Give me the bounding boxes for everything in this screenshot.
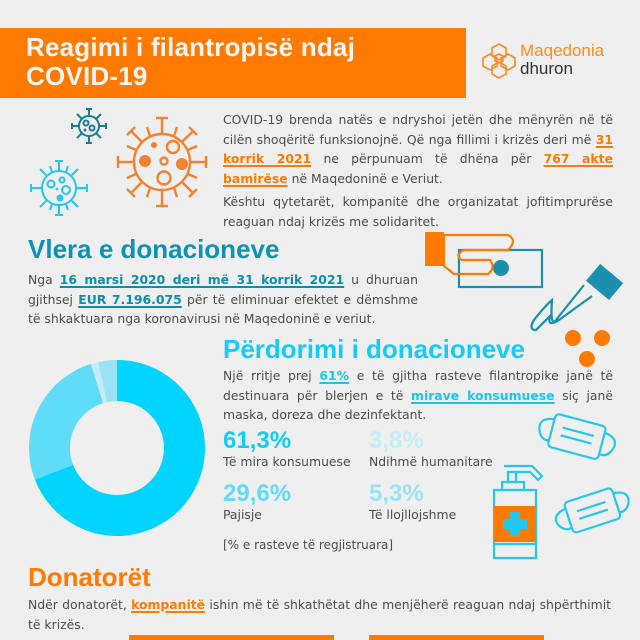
bottom-orange-block-1 [129, 635, 334, 640]
hand-sanitizer-icon [492, 464, 544, 560]
stat-humanitarian: 3,8% Ndihmë humanitare [369, 428, 493, 470]
page-title: Reagimi i filantropisë ndaj COVID-19 [26, 33, 456, 91]
title-line-1: Reagimi i filantropisë ndaj [26, 32, 356, 62]
section-heading-perdorimi: Përdorimi i donacioneve [223, 334, 525, 364]
section-heading-vlera: Vlera e donacioneve [28, 234, 280, 264]
stat-label: Të llojllojshme [369, 507, 457, 522]
intro-paragraph-2: Kështu qytetarët, kompanitë dhe organiza… [223, 194, 613, 229]
stat-value: 61,3% [223, 427, 292, 454]
hexagon-logo-icon [482, 43, 516, 79]
chart-slice-consumables [34, 359, 206, 536]
intro-text: COVID-19 brenda natës e ndryshoi jetën d… [223, 112, 613, 147]
section-heading-donatoret: Donatorët [28, 562, 151, 592]
virus-large-orange-icon [116, 116, 208, 208]
donatoret-paragraph: Ndër donatorët, kompanitë ishin më të sh… [28, 595, 611, 634]
highlight-acts-count: 767 akte bamirëse [223, 151, 613, 186]
logo-text-dhuron: dhuron [520, 59, 573, 78]
vlera-text: u dhuruan gjithsej [28, 272, 418, 307]
chart-slice-equipment [29, 363, 104, 480]
vlera-text: për të eliminuar efektet e dëmshme të sh… [28, 291, 418, 327]
stat-value: 3,8% [369, 427, 424, 454]
bottom-orange-block-2 [369, 635, 544, 640]
header-banner [0, 28, 466, 98]
chart-slice-miscellaneous [98, 360, 117, 403]
stat-miscellaneous: 5,3% Të llojllojshme [369, 481, 456, 523]
intro-text: në Maqedoninë e Veriut. [287, 170, 443, 186]
face-mask-icon [538, 413, 617, 460]
donatoret-text: Ndër donatorët, [28, 597, 132, 612]
stat-consumables: 61,3% Të mira konsumuese [223, 428, 351, 470]
vlera-text: Nga [28, 272, 60, 287]
donations-usage-donut-chart [29, 359, 206, 536]
stat-label: Ndihmë humanitare [369, 454, 493, 469]
donatoret-text: ishin më të shkathëtat dhe menjëherë rea… [28, 597, 611, 632]
logo-text-maqedonia: Maqedonia [520, 41, 605, 60]
highlight-consumables: mirave konsumuese [411, 387, 555, 403]
highlight-percent: 61% [319, 368, 350, 383]
face-mask-icon-2 [554, 487, 630, 534]
hands-giving-money-icon [425, 232, 624, 367]
perdorimi-paragraph: Një rritje prej 61% e të gjitha rasteve … [223, 366, 613, 425]
perdorimi-text: siç janë maska, doreza dhe dezinfektant. [223, 387, 614, 423]
stat-label: Pajisje [223, 507, 262, 522]
highlight-companies: kompanitë [131, 597, 206, 612]
virus-small-teal-icon [71, 108, 107, 144]
chart-slice-humanitarian [91, 362, 107, 404]
stat-label: Të mira konsumuese [223, 454, 351, 469]
intro-paragraph-1: COVID-19 brenda natës e ndryshoi jetën d… [223, 110, 613, 188]
virus-medium-cyan-icon [30, 160, 88, 216]
title-line-2: COVID-19 [26, 61, 148, 91]
stats-footnote: [% e rasteve të regjistruara] [223, 538, 394, 552]
vlera-paragraph: Nga 16 marsi 2020 deri më 31 korrik 2021… [28, 270, 418, 329]
highlight-amount: EUR 7.196.075 [78, 291, 182, 307]
perdorimi-text: e të gjitha rasteve filantropike janë të… [223, 368, 613, 403]
intro-text: ne përpunuam të dhëna për [311, 151, 544, 166]
perdorimi-text: Një rritje prej [223, 368, 320, 383]
highlight-date: 31 korrik 2021 [223, 131, 613, 167]
stat-value: 29,6% [223, 480, 292, 507]
stat-value: 5,3% [369, 480, 424, 507]
highlight-period: 16 marsi 2020 deri më 31 korrik 2021 [59, 272, 345, 287]
stat-equipment: 29,6% Pajisje [223, 481, 291, 523]
